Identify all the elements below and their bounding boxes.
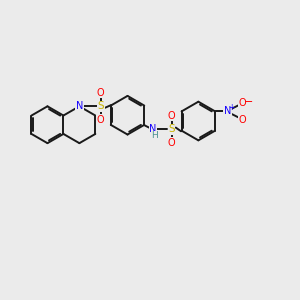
Text: N: N	[224, 106, 231, 116]
Text: O: O	[97, 88, 105, 98]
Text: +: +	[228, 103, 235, 112]
Text: N: N	[149, 124, 157, 134]
Text: O: O	[168, 111, 176, 121]
Text: S: S	[98, 101, 104, 111]
Text: O: O	[238, 98, 246, 108]
Text: O: O	[97, 115, 105, 125]
Text: H: H	[151, 131, 158, 140]
Text: O: O	[238, 115, 246, 125]
Text: −: −	[244, 97, 254, 106]
Text: O: O	[168, 138, 176, 148]
Text: S: S	[168, 124, 175, 134]
Text: N: N	[76, 101, 83, 111]
